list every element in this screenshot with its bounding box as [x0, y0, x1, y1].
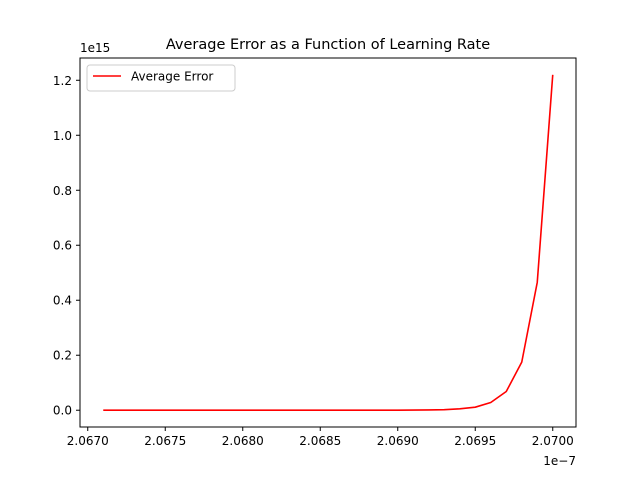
x-tick-label: 2.0670 [67, 434, 109, 448]
axes-frame [79, 57, 577, 428]
x-tick-label: 2.0695 [454, 434, 496, 448]
y-tick-label: 0.0 [53, 404, 72, 418]
legend-frame [86, 64, 236, 92]
x-axis-offset-label: 1e−7 [543, 454, 576, 468]
legend: Average Error [86, 64, 236, 92]
y-axis-offset-label: 1e15 [80, 41, 110, 55]
legend-label-average-error: Average Error [131, 70, 213, 84]
y-tick-label: 1.2 [53, 74, 72, 88]
x-tick-label: 2.0680 [222, 434, 264, 448]
x-tick-label: 2.0675 [144, 434, 186, 448]
x-tick-label: 2.0700 [532, 434, 574, 448]
x-tick-label: 2.0690 [377, 434, 419, 448]
y-tick-label: 0.4 [53, 294, 72, 308]
series-line-average-error [103, 74, 554, 412]
y-tick-label: 0.2 [53, 349, 72, 363]
plot-area: 2.0670 2.0675 2.0680 2.0685 2.0690 2.0695 2.07… [53, 57, 577, 448]
y-tick-label: 0.6 [53, 239, 72, 253]
y-tick-label: 1.0 [53, 129, 72, 143]
x-tick-label: 2.0685 [299, 434, 341, 448]
chart-title: Average Error as a Function of Learning … [166, 37, 490, 53]
y-tick-label: 0.8 [53, 184, 72, 198]
